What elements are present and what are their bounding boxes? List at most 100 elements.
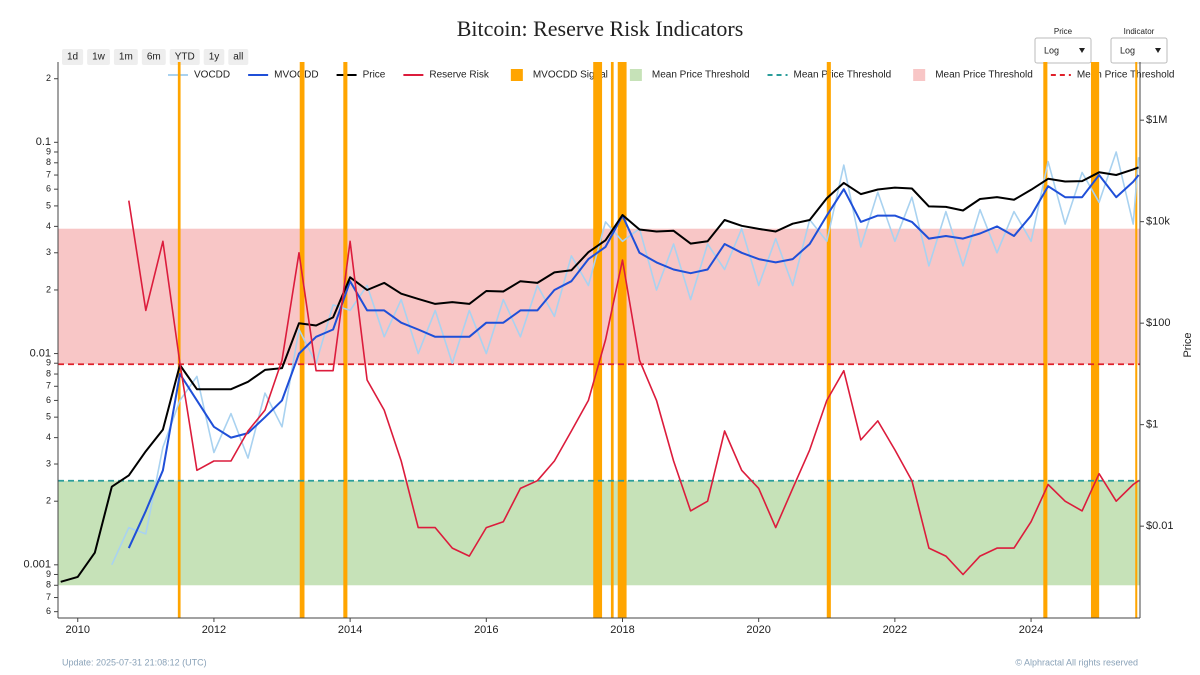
y-tick-label: 6 xyxy=(46,184,51,194)
y-tick-label: 7 xyxy=(46,381,51,391)
legend-swatch xyxy=(629,69,642,81)
chart-title: Bitcoin: Reserve Risk Indicators xyxy=(457,16,744,41)
y-tick-label: 3 xyxy=(46,458,51,468)
y-tick-label: 8 xyxy=(46,368,51,378)
y-tick-label: 2 xyxy=(46,496,51,506)
dropdown-label: Indicator xyxy=(1124,27,1155,36)
y-tick-label: 2 xyxy=(46,284,51,294)
x-tick-label: 2010 xyxy=(66,624,90,636)
y-tick-label: 7 xyxy=(46,169,51,179)
legend-label: Price xyxy=(363,70,386,81)
range-button-bg[interactable] xyxy=(113,49,138,65)
legend-label: Mean Price Threshold xyxy=(652,70,750,81)
range-button-label[interactable]: all xyxy=(233,52,243,63)
range-button[interactable]: 1m xyxy=(113,49,138,65)
y-tick-label: 6 xyxy=(46,395,51,405)
signal-bar xyxy=(1043,62,1048,618)
y-tick-label: 4 xyxy=(46,221,51,231)
range-button[interactable]: 6m xyxy=(141,49,166,65)
series-line xyxy=(128,200,1140,576)
x-tick-label: 2020 xyxy=(746,624,770,636)
y-tick-label: 4 xyxy=(46,432,51,442)
y2-tick-label: $100 xyxy=(1146,317,1170,329)
legend-label: Reserve Risk xyxy=(429,70,489,81)
x-tick-label: 2012 xyxy=(202,624,226,636)
copyright: © Alphractal All rights reserved xyxy=(1015,657,1138,667)
legend: VOCDD MVOCDD Price Reserve Risk MVOCDD Signa… xyxy=(168,69,1175,81)
signal-bar xyxy=(610,62,614,618)
range-button[interactable]: 1w xyxy=(87,49,110,65)
y2-tick-label: $1M xyxy=(1146,114,1167,126)
y-tick-label: 0.001 xyxy=(23,559,51,571)
dropdown-value[interactable]: Log xyxy=(1120,45,1135,55)
axes: 67890.001234567890.01234567890.12$0.01$1… xyxy=(23,62,1174,636)
series-line xyxy=(60,166,1139,583)
y2-tick-label: $1 xyxy=(1146,419,1158,431)
y-tick-label: 2 xyxy=(46,73,51,83)
legend-label: Mean Price Threshold xyxy=(1077,70,1175,81)
range-button-bg[interactable] xyxy=(169,49,200,65)
signal-bar xyxy=(299,62,305,618)
signal-bar xyxy=(1090,62,1100,618)
y-tick-label: 8 xyxy=(46,580,51,590)
dropdown-arrow[interactable] xyxy=(1155,48,1161,53)
y-tick-label: 8 xyxy=(46,157,51,167)
range-button[interactable]: YTD xyxy=(169,49,200,65)
y-tick-label: 0.1 xyxy=(36,136,51,148)
y-tick-label: 5 xyxy=(46,412,51,422)
legend-label: VOCDD xyxy=(194,70,230,81)
range-button-label[interactable]: 1m xyxy=(119,52,133,63)
dropdown-box[interactable] xyxy=(1034,37,1092,64)
dropdown-box[interactable] xyxy=(1110,37,1168,64)
y-tick-label: 0.01 xyxy=(30,347,51,359)
signal-bar xyxy=(826,62,831,618)
plot-area xyxy=(58,62,1140,618)
y-tick-label: 6 xyxy=(46,606,51,616)
legend-swatch xyxy=(510,69,523,81)
x-tick-label: 2014 xyxy=(338,624,362,636)
range-button-label[interactable]: 1y xyxy=(209,52,220,63)
dropdown-value[interactable]: Log xyxy=(1044,45,1059,55)
range-button-label[interactable]: 1d xyxy=(67,52,78,63)
y-tick-label: 5 xyxy=(46,200,51,210)
range-button-bg[interactable] xyxy=(62,49,84,65)
y-tick-label: 3 xyxy=(46,247,51,257)
y2-axis-label: Price xyxy=(1182,332,1194,357)
controls: 1d 1w 1m 6m YTD 1y all Price Log Indicator Log xyxy=(62,27,1168,65)
range-button-label[interactable]: 1w xyxy=(92,52,106,63)
signal-bar xyxy=(177,62,181,618)
legend-label: MVOCDD xyxy=(274,70,318,81)
signal-bar xyxy=(1135,62,1138,618)
y-tick-label: 7 xyxy=(46,592,51,602)
signal-bar xyxy=(617,62,627,618)
dropdown[interactable]: Log xyxy=(1034,37,1092,64)
signal-bar xyxy=(593,62,603,618)
y2-tick-label: $10k xyxy=(1146,216,1170,228)
legend-swatch xyxy=(913,69,926,81)
range-button-label[interactable]: 6m xyxy=(147,52,161,63)
dropdown[interactable]: Log xyxy=(1110,37,1168,64)
legend-label: Mean Price Threshold xyxy=(794,70,892,81)
range-button-bg[interactable] xyxy=(228,49,249,65)
range-button-label[interactable]: YTD xyxy=(175,52,195,63)
x-tick-label: 2022 xyxy=(883,624,907,636)
y-tick-label: 9 xyxy=(46,358,51,368)
dropdown-arrow[interactable] xyxy=(1079,48,1085,53)
x-tick-label: 2024 xyxy=(1019,624,1043,636)
x-tick-label: 2018 xyxy=(610,624,634,636)
range-button[interactable]: 1d xyxy=(62,49,84,65)
range-button-bg[interactable] xyxy=(141,49,166,65)
range-button-bg[interactable] xyxy=(87,49,110,65)
legend-label: Mean Price Threshold xyxy=(935,70,1033,81)
update-note: Update: 2025-07-31 21:08:12 (UTC) xyxy=(62,657,207,667)
range-button[interactable]: all xyxy=(228,49,249,65)
range-button[interactable]: 1y xyxy=(203,49,225,65)
legend-label: MVOCDD Signal xyxy=(533,70,608,81)
y2-tick-label: $0.01 xyxy=(1146,520,1174,532)
range-button-bg[interactable] xyxy=(203,49,225,65)
x-tick-label: 2016 xyxy=(474,624,498,636)
y-tick-label: 9 xyxy=(46,146,51,156)
signal-bar xyxy=(343,62,348,618)
dropdown-label: Price xyxy=(1054,27,1073,36)
